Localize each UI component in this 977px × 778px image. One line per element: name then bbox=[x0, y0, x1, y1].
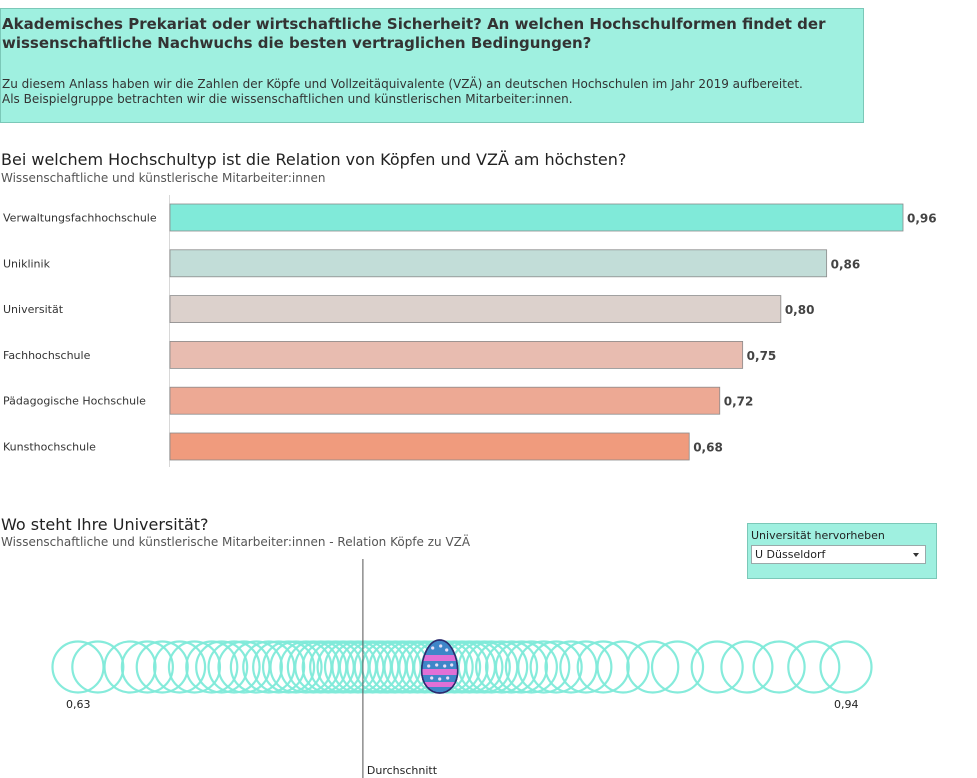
university-circle bbox=[559, 640, 613, 694]
beeswarm-chart: Durchschnitt 0,63 0,94 bbox=[51, 559, 873, 778]
bar bbox=[169, 386, 721, 415]
bar bbox=[169, 203, 904, 232]
filter-label: Universität hervorheben bbox=[751, 529, 885, 542]
bar-category-label: Kunsthochschule bbox=[3, 441, 96, 454]
bar-category-label: Uniklinik bbox=[3, 257, 51, 270]
university-circle bbox=[120, 640, 174, 694]
beeswarm-title: Wo steht Ihre Universität? bbox=[1, 515, 209, 534]
university-circle bbox=[626, 640, 680, 694]
university-circle bbox=[135, 640, 189, 694]
bar-category-label: Verwaltungsfachhochschule bbox=[3, 212, 157, 225]
min-value-label: 0,63 bbox=[66, 698, 91, 711]
bar-category-label: Fachhochschule bbox=[3, 349, 91, 362]
bar bbox=[169, 340, 744, 369]
university-circle bbox=[819, 640, 873, 694]
bar-chart-subtitle: Wissenschaftliche und künstlerische Mita… bbox=[1, 171, 326, 185]
university-circle bbox=[207, 640, 261, 694]
university-circle bbox=[690, 640, 744, 694]
bar-chart: Verwaltungsfachhochschule 0,96 Uniklinik 0,… bbox=[3, 195, 937, 467]
bar bbox=[169, 249, 828, 278]
university-circle bbox=[720, 640, 774, 694]
beeswarm-subtitle: Wissenschaftliche und künstlerische Mita… bbox=[1, 535, 471, 549]
university-circle bbox=[229, 640, 283, 694]
university-circle bbox=[51, 640, 105, 694]
university-circle bbox=[752, 640, 806, 694]
bar-category-label: Pädagogische Hochschule bbox=[3, 395, 146, 408]
university-circle bbox=[269, 640, 323, 694]
intro-text-line2: Als Beispielgruppe betrachten wir die wi… bbox=[2, 92, 573, 106]
bar-value-label: 0,86 bbox=[831, 257, 861, 271]
university-circle bbox=[475, 640, 529, 694]
university-circle bbox=[787, 640, 841, 694]
bar bbox=[169, 432, 690, 461]
university-circle bbox=[185, 640, 239, 694]
bar-value-label: 0,68 bbox=[693, 441, 723, 455]
university-circle bbox=[596, 640, 650, 694]
bar-value-label: 0,75 bbox=[747, 349, 777, 363]
page-title: Akademisches Prekariat oder wirtschaftli… bbox=[2, 15, 826, 52]
bar-chart-title: Bei welchem Hochschultyp ist die Relatio… bbox=[1, 150, 627, 169]
header-banner: Akademisches Prekariat oder wirtschaftli… bbox=[0, 8, 864, 123]
university-circle bbox=[576, 640, 630, 694]
bar-value-label: 0,72 bbox=[724, 395, 754, 409]
chevron-down-icon bbox=[913, 553, 919, 557]
bar-category-label: Universität bbox=[3, 303, 64, 316]
university-select[interactable]: U Düsseldorf bbox=[751, 545, 926, 564]
university-circle bbox=[152, 640, 207, 694]
max-value-label: 0,94 bbox=[834, 698, 859, 711]
university-circle bbox=[650, 640, 705, 694]
university-circle bbox=[71, 640, 125, 694]
university-circle bbox=[167, 640, 222, 694]
average-label: Durchschnitt bbox=[367, 764, 438, 777]
bar-value-label: 0,80 bbox=[785, 303, 815, 317]
university-circle bbox=[484, 640, 539, 694]
highlight-filter: Universität hervorheben U Düsseldorf bbox=[747, 523, 937, 579]
bar bbox=[169, 295, 782, 323]
intro-text-line1: Zu diesem Anlass haben wir die Zahlen de… bbox=[2, 77, 803, 91]
easter-egg-icon bbox=[420, 639, 459, 694]
bar-value-label: 0,96 bbox=[907, 212, 937, 226]
university-select-value: U Düsseldorf bbox=[755, 548, 826, 561]
university-circle bbox=[517, 640, 571, 694]
university-circle bbox=[103, 640, 157, 694]
university-circle bbox=[252, 640, 306, 694]
university-circle bbox=[504, 640, 558, 694]
university-circle bbox=[195, 640, 249, 694]
university-circle bbox=[544, 640, 598, 694]
university-circle bbox=[529, 640, 583, 694]
university-circle bbox=[494, 640, 549, 694]
